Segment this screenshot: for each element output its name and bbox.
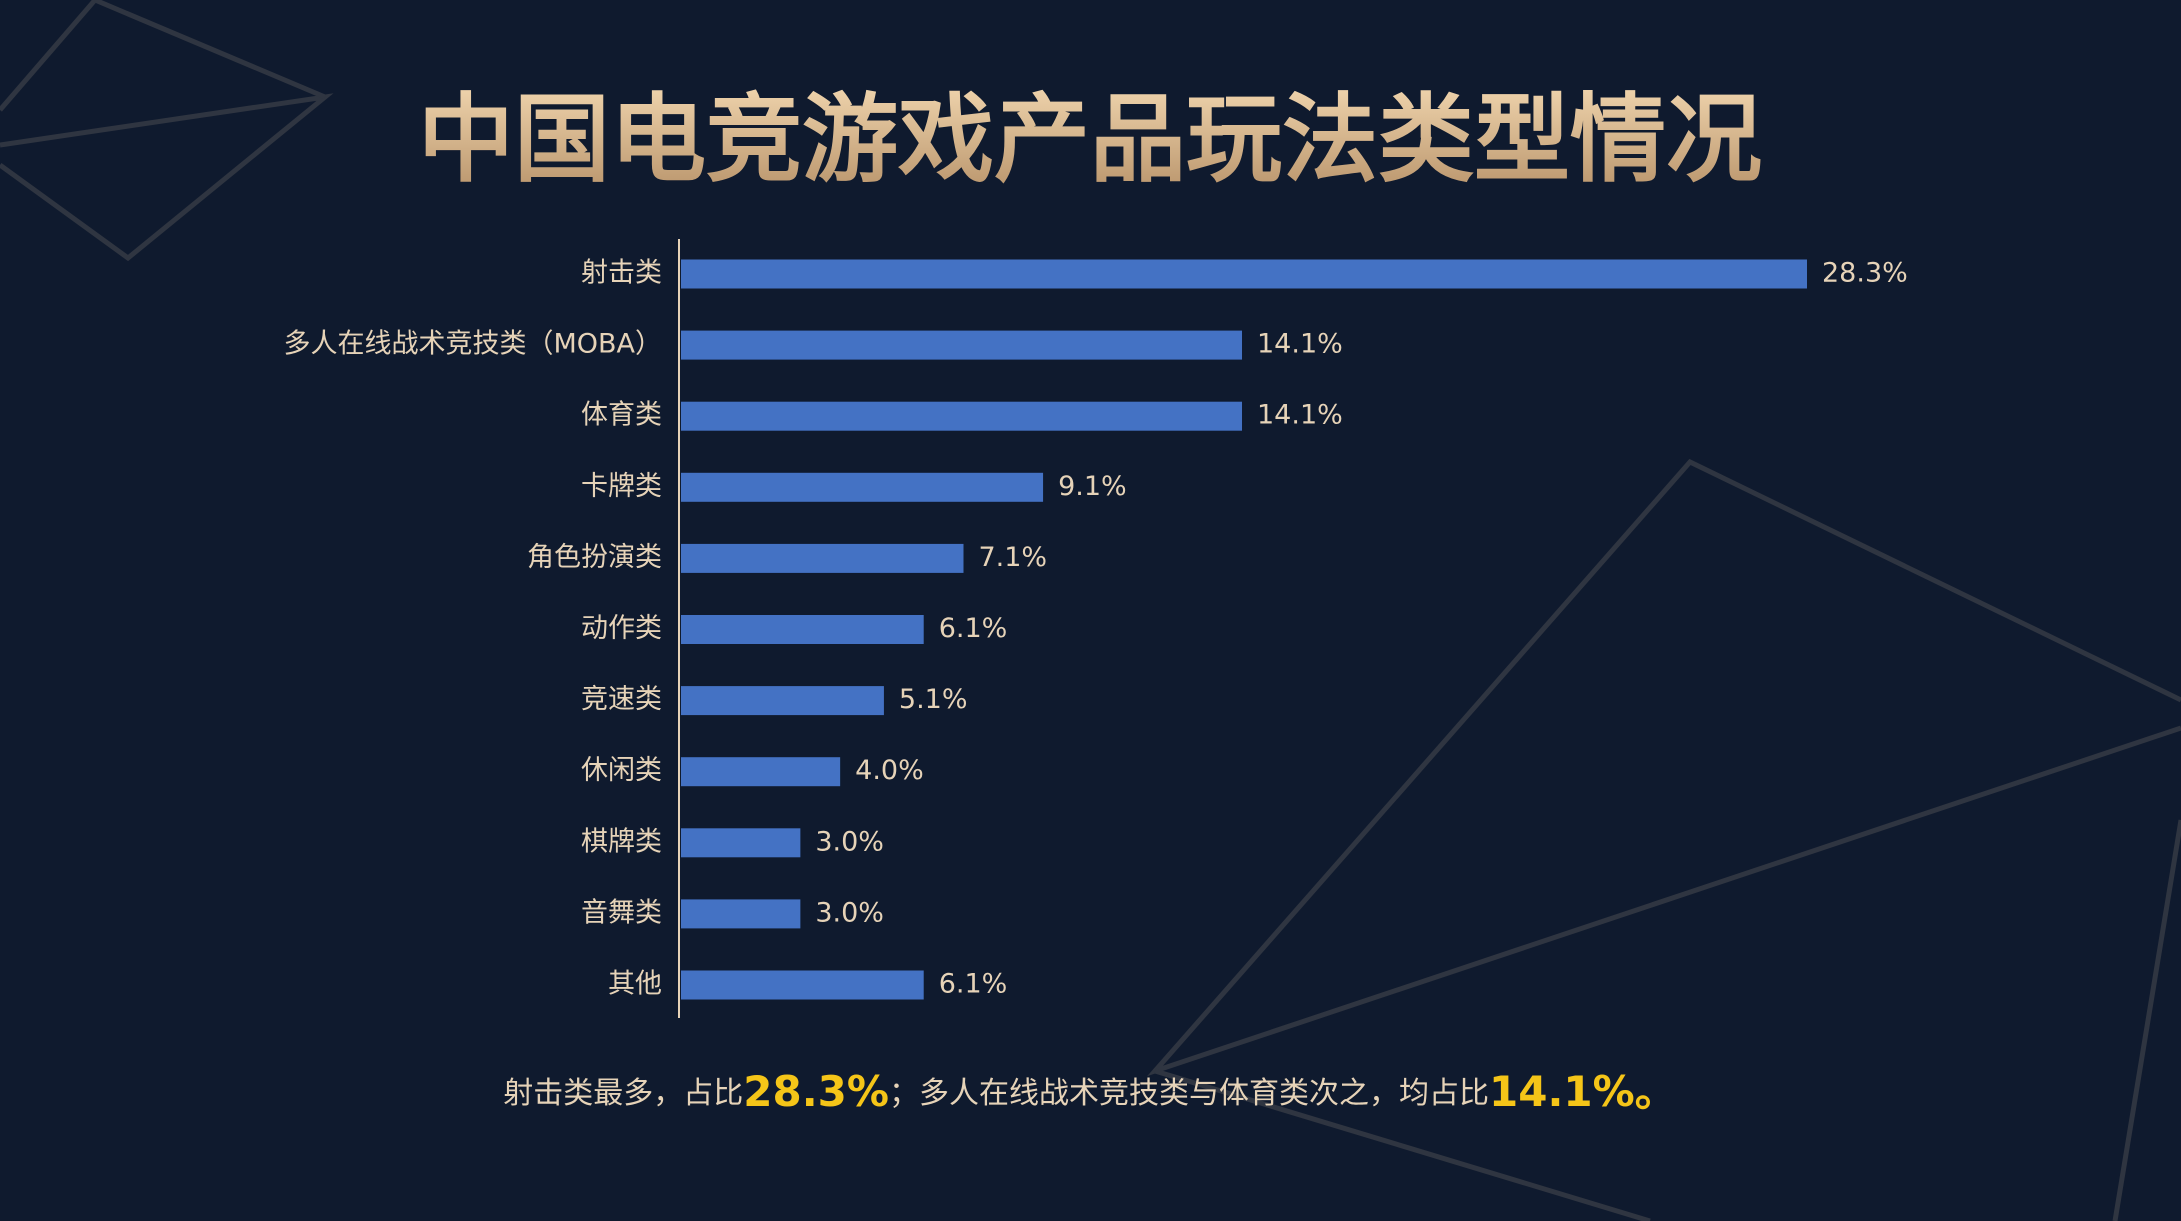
- category-label: 多人在线战术竞技类（MOBA）: [283, 329, 662, 360]
- category-label: 棋牌类: [581, 826, 662, 857]
- deco-line: [1154, 1068, 1651, 1221]
- value-label: 6.1%: [939, 969, 1008, 1000]
- bar: [681, 259, 1807, 289]
- summary-note: 射击类最多，占比28.3%；多人在线战术竞技类与体育类次之，均占比14.1%。: [503, 1067, 1676, 1116]
- category-label: 体育类: [581, 400, 662, 431]
- bar: [681, 615, 924, 644]
- category-label: 卡牌类: [581, 471, 662, 502]
- category-label: 竞速类: [581, 684, 662, 715]
- bar: [681, 899, 801, 929]
- deco-line: [1147, 458, 2181, 1077]
- bar: [681, 401, 1243, 431]
- value-label: 7.1%: [978, 542, 1047, 573]
- deco-line: [94, 0, 326, 100]
- value-label: 3.0%: [815, 897, 884, 928]
- note-highlight: 28.3%: [743, 1067, 889, 1116]
- bar: [681, 970, 924, 1000]
- category-label: 其他: [608, 969, 662, 1000]
- bar: [681, 828, 801, 858]
- deco-line: [0, 0, 97, 112]
- deco-line: [0, 93, 334, 262]
- deco-line: [2112, 819, 2181, 1221]
- value-label: 9.1%: [1058, 471, 1127, 502]
- value-label: 28.3%: [1822, 258, 1908, 289]
- bar: [681, 330, 1243, 360]
- category-label: 射击类: [581, 258, 662, 289]
- category-label: 音舞类: [581, 897, 662, 928]
- value-label: 4.0%: [855, 755, 924, 786]
- category-label: 动作类: [581, 613, 662, 644]
- bar: [681, 686, 884, 716]
- chart-title: 中国电竞游戏产品玩法类型情况: [418, 83, 1762, 195]
- bar: [681, 472, 1044, 502]
- note-text: 射击类最多，占比: [503, 1076, 743, 1111]
- bar: [681, 757, 841, 787]
- value-label: 5.1%: [899, 684, 968, 715]
- value-label: 6.1%: [939, 613, 1008, 644]
- category-label: 角色扮演类: [527, 542, 662, 573]
- value-label: 14.1%: [1257, 329, 1343, 360]
- value-label: 14.1%: [1257, 400, 1343, 431]
- value-label: 3.0%: [815, 826, 884, 857]
- note-text: ；多人在线战术竞技类与体育类次之，均占比: [889, 1076, 1489, 1111]
- note-highlight: 14.1%。: [1489, 1067, 1677, 1116]
- bar: [681, 543, 964, 573]
- category-label: 休闲类: [581, 755, 662, 786]
